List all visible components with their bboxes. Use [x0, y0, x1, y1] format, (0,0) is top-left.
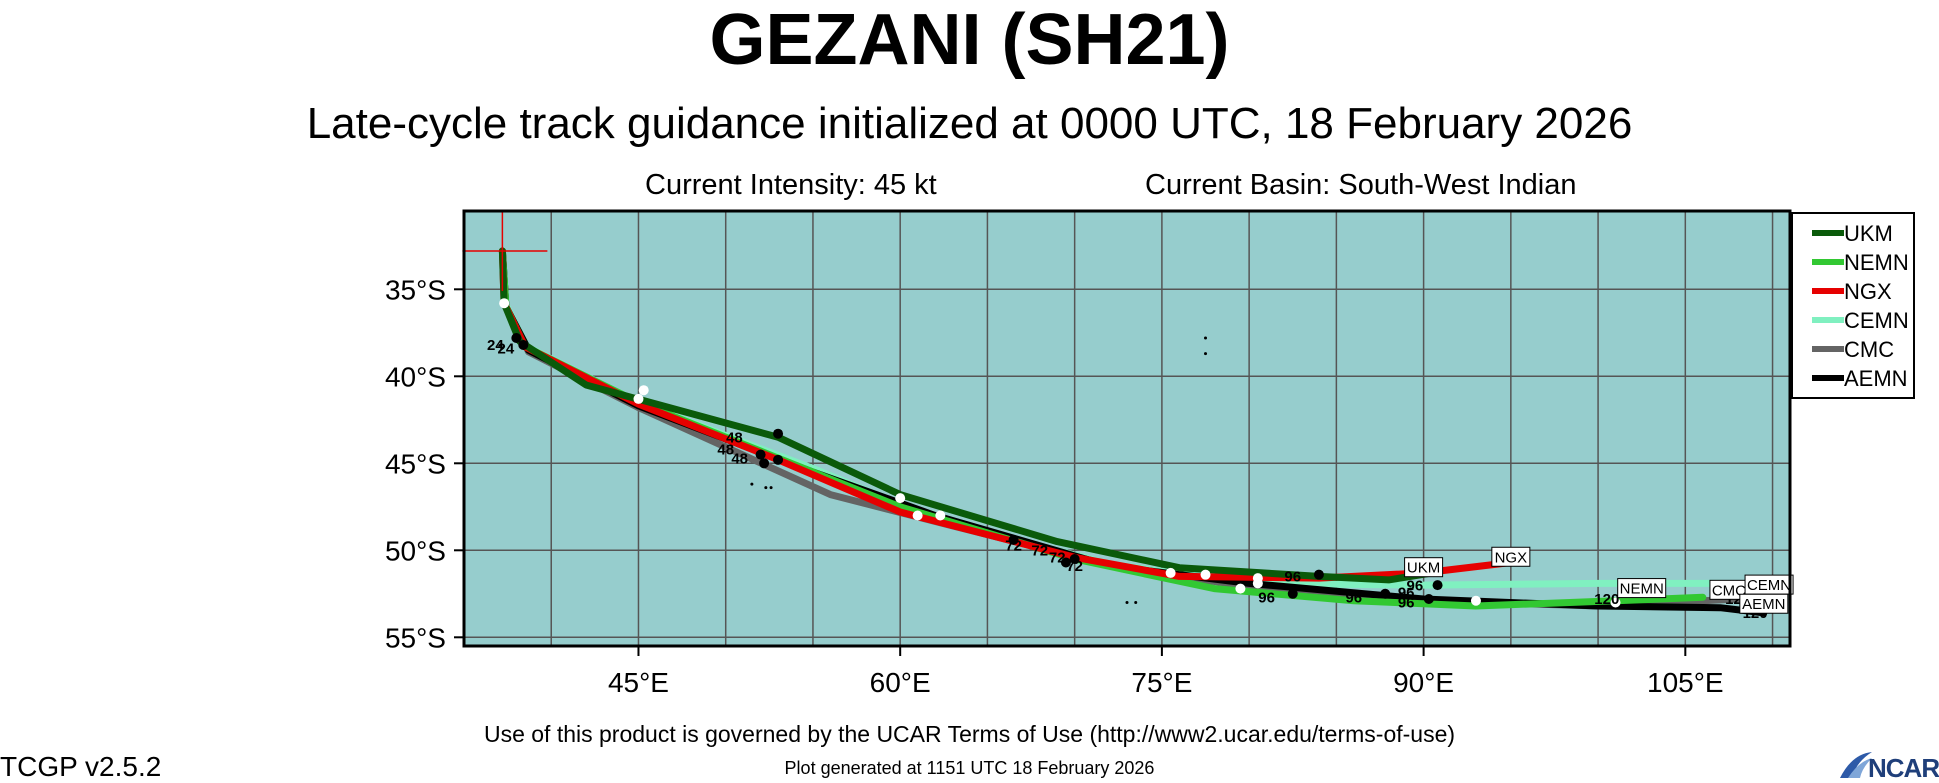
- forecast-point-white: [1200, 569, 1211, 580]
- island-mark: [750, 482, 754, 486]
- forecast-hour-label: 72: [1031, 543, 1048, 560]
- forecast-point-white: [935, 510, 946, 521]
- forecast-hour-label: 120: [1594, 591, 1619, 608]
- island-mark: [1134, 601, 1138, 604]
- forecast-point-black: [773, 428, 784, 439]
- forecast-hour-label: 96: [1345, 590, 1362, 607]
- forecast-hour-label: 72: [1066, 558, 1083, 575]
- ncar-logo-icon: [1840, 752, 1872, 778]
- forecast-point-white: [499, 298, 510, 309]
- forecast-hour-label: 96: [1407, 577, 1424, 594]
- track-end-label-box: [1617, 578, 1667, 599]
- forecast-point-black: [1069, 554, 1080, 564]
- forecast-point-black: [511, 333, 522, 344]
- legend-label-cmc: CMC: [1844, 337, 1894, 362]
- forecast-point-white: [638, 385, 649, 396]
- y-tick-label: 55°S: [385, 622, 446, 653]
- ncar-logo-text: NCAR: [1868, 753, 1939, 783]
- forecast-point-black: [1060, 557, 1071, 568]
- forecast-point-black: [1432, 580, 1443, 591]
- plot-frame: [462, 209, 1792, 648]
- forecast-point-black: [1380, 588, 1391, 599]
- y-tick-label: 50°S: [385, 535, 446, 566]
- legend-label-aemn: AEMN: [1844, 366, 1908, 391]
- track-end-label: NEMN: [1620, 581, 1664, 598]
- y-tick-label: 40°S: [385, 361, 446, 392]
- forecast-hour-label: 48: [717, 442, 734, 459]
- forecast-point-white: [1235, 583, 1246, 594]
- forecast-hour-label: 72: [1049, 549, 1066, 566]
- forecast-point-white: [912, 510, 923, 521]
- forecast-hour-label: 96: [1398, 584, 1415, 601]
- island-mark: [1204, 336, 1208, 340]
- legend-label-ngx: NGX: [1844, 279, 1892, 304]
- x-tick-label: 90°E: [1393, 667, 1454, 698]
- forecast-point-black: [773, 454, 784, 465]
- forecast-point-white: [633, 393, 644, 404]
- island-mark: [764, 486, 768, 490]
- track-end-label-box: [1404, 557, 1444, 578]
- forecast-point-white: [895, 493, 906, 504]
- x-tick-label: 75°E: [1131, 667, 1192, 698]
- legend-label-nemn: NEMN: [1844, 250, 1909, 275]
- track-end-label: AEMN: [1742, 596, 1785, 613]
- forecast-point-black: [759, 458, 770, 469]
- track-end-label: CMC: [1712, 582, 1746, 599]
- legend-label-ukm: UKM: [1844, 221, 1893, 246]
- x-tick-label: 45°E: [608, 667, 669, 698]
- forecast-hour-label: 48: [726, 429, 743, 446]
- forecast-hour-label: 96: [1258, 590, 1275, 607]
- forecast-point-white: [1610, 597, 1621, 608]
- plot-area: 45°E 60°E 75°E 90°E 105°E 35°S 40°S 45°S 50°S 55°…: [385, 209, 1794, 698]
- forecast-hour-label: 24: [498, 341, 515, 358]
- version-label: TCGP v2.5.2: [0, 751, 162, 782]
- forecast-hour-label: 72: [1005, 537, 1022, 554]
- forecast-hour-label: 96: [1398, 595, 1415, 612]
- forecast-point-black: [755, 449, 766, 460]
- forecast-point-black: [1287, 588, 1298, 599]
- island-mark: [1204, 352, 1208, 356]
- forecast-point-black: [1423, 594, 1434, 605]
- forecast-hour-label: 48: [731, 450, 748, 467]
- forecast-point-white: [1470, 595, 1481, 606]
- track-end-label: UKM: [1407, 560, 1440, 577]
- x-tick-label: 60°E: [870, 667, 931, 698]
- y-tick-label: 35°S: [385, 274, 446, 305]
- track-end-label-box: [1739, 593, 1789, 614]
- forecast-hour-label: 96: [1284, 569, 1301, 586]
- legend-label-cemn: CEMN: [1844, 308, 1909, 333]
- legend: UKM NEMN NGX CEMN CMC AEMN: [1791, 212, 1915, 399]
- y-tick-label: 45°S: [385, 448, 446, 479]
- legend-box: [1791, 212, 1915, 399]
- current-basin-label: Current Basin: South-West Indian: [1145, 169, 1577, 201]
- forecast-point-black: [1313, 569, 1324, 580]
- forecast-point-white: [1165, 567, 1176, 578]
- island-mark: [1125, 601, 1129, 604]
- forecast-point-white: [1252, 573, 1263, 584]
- forecast-point-black: [518, 339, 529, 350]
- plot-generated-timestamp: Plot generated at 1151 UTC 18 February 2…: [784, 758, 1155, 778]
- chart-subtitle: Late-cycle track guidance initialized at…: [306, 99, 1633, 148]
- forecast-hour-label: 24: [487, 337, 504, 354]
- track-end-label: NGX: [1495, 549, 1528, 566]
- island-mark: [769, 486, 773, 490]
- x-tick-label: 105°E: [1647, 667, 1724, 698]
- track-end-label: CEMN: [1747, 577, 1791, 594]
- terms-of-use-notice: Use of this product is governed by the U…: [483, 721, 1456, 747]
- track-end-label-box: [1491, 546, 1531, 567]
- chart-title: GEZANI (SH21): [709, 0, 1230, 80]
- forecast-point-black: [1008, 534, 1019, 545]
- current-intensity-label: Current Intensity: 45 kt: [645, 169, 937, 201]
